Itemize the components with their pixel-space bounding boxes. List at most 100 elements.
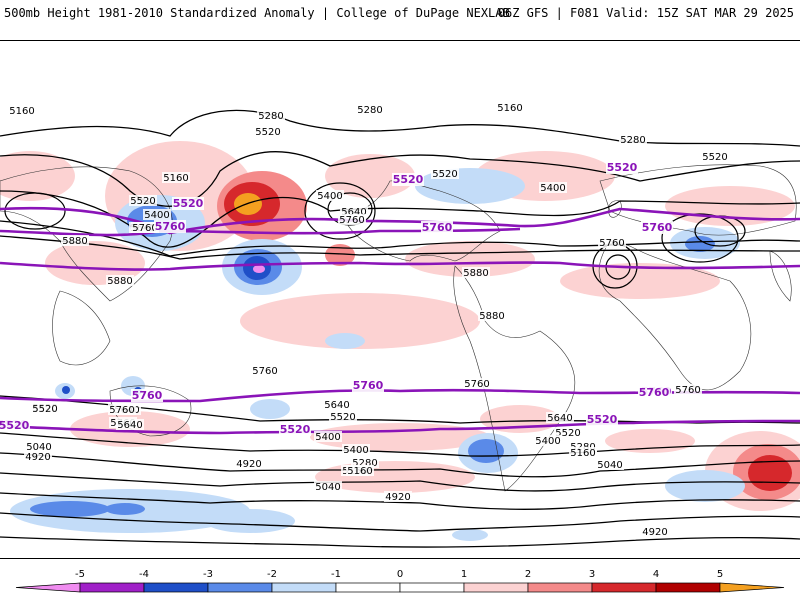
contour-label: 5640 (341, 207, 366, 218)
highlight-contour-label: 5760 (422, 221, 453, 234)
anomaly-patch (748, 455, 792, 491)
label-backing (606, 161, 638, 174)
colorbar-tick-label: 4 (653, 569, 659, 580)
colorbar-swatch (399, 582, 465, 593)
label-backing (342, 444, 370, 455)
label-backing (638, 386, 670, 399)
highlight-contour-label: 5760 (155, 220, 186, 233)
colorbar-tick-label: 2 (525, 569, 531, 580)
coastline (52, 290, 111, 366)
anomaly-patch (468, 439, 504, 463)
colorbar-swatch (207, 582, 273, 593)
contour-label: 5880 (463, 268, 488, 279)
highlight-contour-label: 5520 (280, 423, 311, 436)
contour-label: 5520 (555, 428, 580, 439)
height-contour (0, 220, 800, 257)
contour-label: 5160 (347, 466, 372, 477)
colorbar-swatch (527, 582, 593, 593)
contour-label: 5760 (109, 405, 134, 416)
label-backing (546, 412, 574, 423)
colorbar-swatch (655, 582, 721, 593)
label-backing (478, 310, 506, 321)
label-backing (384, 491, 412, 502)
anomaly-patch (240, 293, 480, 349)
label-backing (463, 378, 491, 389)
label-backing (279, 423, 311, 436)
contour-label: 5640 (324, 400, 349, 411)
label-backing (674, 384, 702, 395)
label-backing (619, 134, 647, 145)
model-run-info: 06Z GFS | F081 Valid: 15Z SAT MAR 29 202… (497, 6, 794, 20)
label-backing (257, 110, 285, 121)
contour-label: 5640 (547, 413, 572, 424)
anomaly-patch (30, 501, 110, 517)
contour-label: 4920 (385, 492, 410, 503)
label-backing (351, 457, 379, 468)
anomaly-patch (665, 470, 745, 502)
label-backing (0, 419, 30, 432)
label-backing (172, 197, 204, 210)
label-backing (392, 173, 424, 186)
colorbar-swatches (15, 582, 785, 593)
label-backing (431, 168, 459, 179)
label-backing (131, 222, 159, 233)
label-backing (24, 451, 52, 462)
colorbar: -5 -4 -3 -2 -1 0 1 2 3 4 5 (15, 569, 785, 593)
height-contour (0, 235, 800, 260)
label-backing (569, 447, 597, 458)
highlight-contour-label: 5520 (0, 419, 30, 432)
contour-label: 5880 (479, 311, 504, 322)
colorbar-swatch (719, 582, 785, 593)
contour-label: 5520 (130, 196, 155, 207)
coastline (598, 240, 752, 391)
contour-label: 5280 (357, 105, 382, 116)
colorbar-tick-label: -3 (203, 569, 213, 580)
anomaly-patch (405, 241, 535, 277)
contour-label: 5400 (317, 191, 342, 202)
label-backing (162, 172, 190, 183)
highlight-contour-label: 5760 (642, 221, 673, 234)
height-contour (0, 432, 800, 457)
label-backing (154, 220, 186, 233)
contour-label: 5760 (464, 379, 489, 390)
highlight-contour-label: 5760 (132, 389, 163, 402)
height-contour (0, 150, 800, 207)
label-backing (539, 182, 567, 193)
contour-label: 5520 (432, 169, 457, 180)
label-backing (235, 458, 263, 469)
contour-label: 5400 (343, 445, 368, 456)
label-backing (356, 104, 384, 115)
anomaly-patch (45, 241, 145, 285)
anomaly-patch (205, 509, 295, 533)
label-backing (116, 419, 144, 430)
contour-label: 5160 (497, 103, 522, 114)
contour-label: 5160 (9, 106, 34, 117)
colorbar-swatch (591, 582, 657, 593)
anomaly-patch (685, 236, 715, 252)
contour-label: 5520 (32, 404, 57, 415)
contour-label: 5280 (620, 135, 645, 146)
label-backing (8, 105, 36, 116)
contour-label: 4920 (25, 452, 50, 463)
closed-contour (661, 213, 739, 263)
label-backing (316, 190, 344, 201)
map-frame: 5160 5280 5280 5160 5520 5160 5400 5520 5280 5400… (0, 40, 800, 559)
height-contour (0, 109, 800, 147)
contour-label: 5040 (26, 442, 51, 453)
highlight-contour-label: 5520 (607, 161, 638, 174)
label-backing (106, 275, 134, 286)
label-backing (554, 427, 582, 438)
contour-label: 4920 (236, 459, 261, 470)
coastline (769, 250, 792, 302)
colorbar-swatch (15, 582, 81, 593)
height-contour (0, 452, 800, 478)
highlight-contour-label: 5760 (353, 379, 384, 392)
label-backing (254, 126, 282, 137)
contour-label: 5760 (675, 385, 700, 396)
colorbar-swatch (271, 582, 337, 593)
contour-label: 4920 (642, 527, 667, 538)
label-backing (534, 435, 562, 446)
closed-contour (4, 192, 66, 230)
contour-label: 5040 (597, 460, 622, 471)
